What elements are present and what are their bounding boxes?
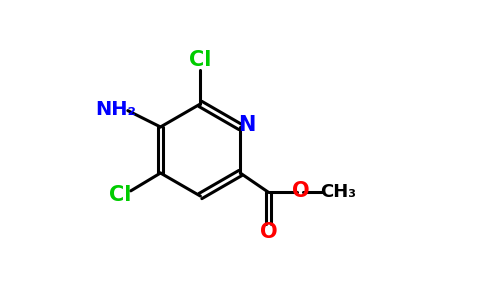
Text: CH₃: CH₃ <box>320 183 356 201</box>
Text: N: N <box>238 116 256 136</box>
Text: Cl: Cl <box>109 185 132 205</box>
Text: O: O <box>292 182 310 202</box>
Text: Cl: Cl <box>189 50 212 70</box>
Text: O: O <box>260 223 277 242</box>
Text: NH₂: NH₂ <box>95 100 136 118</box>
